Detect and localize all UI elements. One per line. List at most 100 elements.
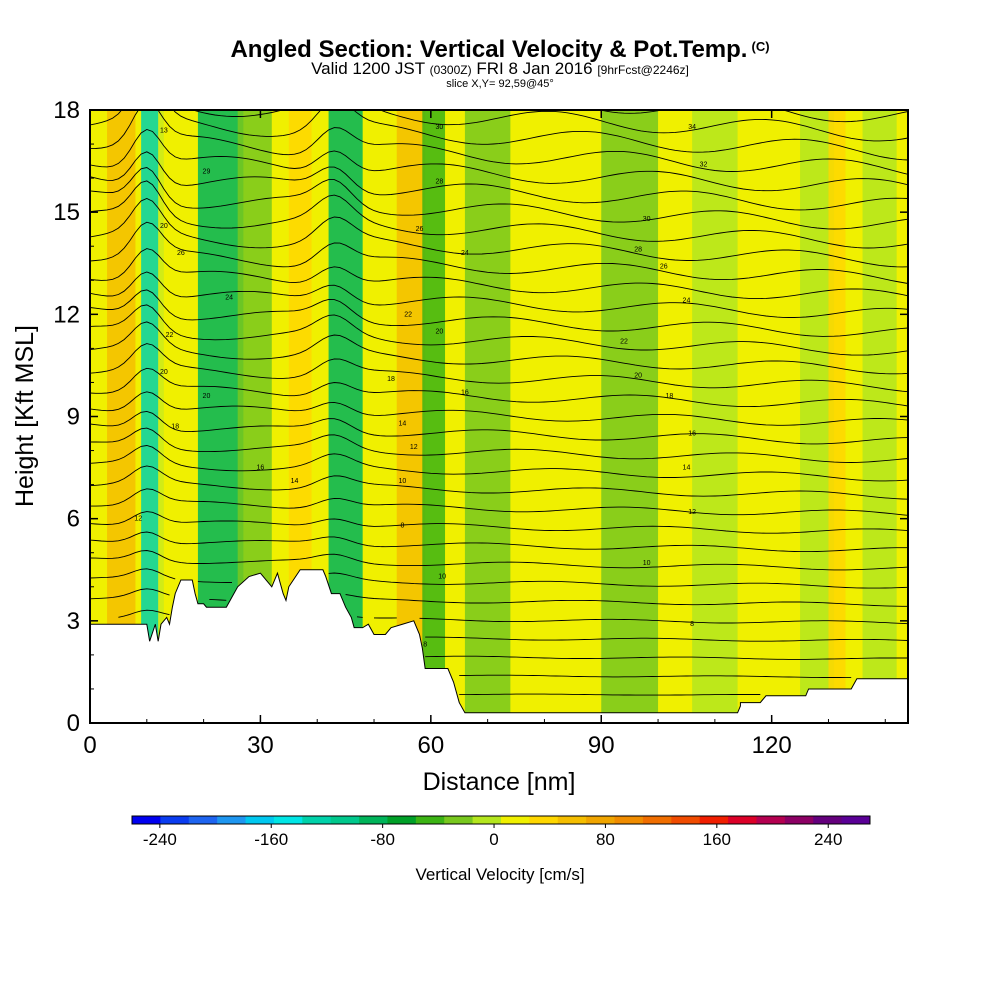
velocity-band	[107, 110, 136, 723]
y-tick-label: 3	[67, 608, 80, 635]
forecast-tag: [9hrFcst@2246z]	[597, 63, 689, 77]
y-tick-label: 12	[53, 301, 80, 328]
contour-label: 16	[688, 431, 696, 438]
theta-contour	[90, 180, 908, 249]
contour-label: 22	[620, 339, 628, 346]
colorbar-swatch	[614, 816, 644, 824]
x-tick-label: 0	[83, 732, 96, 759]
theta-contour	[90, 568, 908, 589]
chart-title: Angled Section: Vertical Velocity & Pot.…	[0, 36, 1000, 64]
colorbar-swatch	[415, 816, 445, 824]
colorbar-swatch	[472, 816, 502, 824]
velocity-band	[158, 110, 181, 723]
colorbar-tick-label: 240	[814, 830, 842, 849]
contour-label: 8	[400, 522, 404, 529]
velocity-band	[862, 110, 897, 723]
contour-label: 16	[461, 390, 469, 397]
theta-contour	[90, 488, 908, 516]
y-tick-label: 15	[53, 199, 80, 226]
velocity-band	[828, 110, 846, 723]
colorbar-swatch	[557, 816, 587, 824]
theta-contour	[90, 167, 908, 230]
contour-label: 12	[688, 509, 696, 516]
theta-contour	[90, 465, 908, 500]
contour-label: 28	[634, 247, 642, 254]
colorbar-swatch	[132, 816, 161, 824]
valid-time: Valid 1200 JST (0300Z) FRI 8 Jan 2016 [9…	[0, 59, 1000, 79]
contour-label: 14	[399, 420, 407, 427]
theta-contour	[425, 655, 908, 660]
contour-label: 18	[171, 424, 179, 431]
y-tick-label: 9	[67, 404, 80, 431]
colorbar-swatch	[160, 816, 190, 824]
colorbar-swatch	[359, 816, 388, 824]
y-tick-label: 0	[67, 710, 80, 737]
contour-label: 12	[134, 516, 142, 523]
contour-label: 12	[410, 444, 418, 451]
x-tick-label: 120	[752, 732, 792, 759]
theta-contour	[90, 343, 908, 393]
contour-label: 34	[688, 124, 696, 131]
contour-label: 22	[404, 311, 412, 318]
x-axis-label: Distance [nm]	[423, 768, 576, 796]
velocity-band	[464, 110, 511, 723]
colorbar-swatch	[586, 816, 616, 824]
colorbar-tick-label: 0	[489, 830, 498, 849]
contour-label: 20	[203, 393, 211, 400]
contour-label: 20	[435, 328, 443, 335]
y-tick-label: 18	[53, 97, 80, 124]
contour-label: 30	[435, 124, 443, 131]
velocity-band	[92, 110, 110, 723]
contour-label: 8	[690, 621, 694, 628]
plot-area: 13 29 20 26 24 22 20 20 18 16 14 12 30 28 26 24 22 20 18 16…	[90, 110, 908, 723]
contour-label: 24	[683, 298, 691, 305]
contour-label: 32	[700, 161, 708, 168]
valid-prefix: Valid 1200 JST	[311, 59, 425, 78]
theta-contour	[90, 304, 908, 356]
contour-label: 18	[666, 393, 674, 400]
axes: 0 30 60 90 120 0 3 6 9 12 15 18	[53, 97, 908, 759]
contour-label: 8	[423, 642, 427, 649]
contour-label: 28	[435, 179, 443, 186]
colorbar-title: Vertical Velocity [cm/s]	[415, 865, 584, 884]
theta-contour	[90, 588, 908, 607]
theta-contours	[90, 110, 908, 696]
x-tick-label: 90	[588, 732, 615, 759]
colorbar-swatch	[273, 816, 303, 824]
title-text: Angled Section: Vertical Velocity & Pot.…	[230, 36, 748, 63]
contour-label: 24	[225, 294, 233, 301]
colorbar-swatch	[813, 816, 843, 824]
contour-label: 10	[438, 574, 446, 581]
valid-date: FRI 8 Jan 2016	[476, 59, 593, 78]
theta-contour	[90, 129, 908, 192]
colorbar-tick-label: -240	[143, 830, 177, 849]
contour-label: 13	[160, 127, 168, 134]
theta-contour	[90, 321, 908, 375]
colorbar-tick-label: -160	[254, 830, 288, 849]
colorbar-swatch	[245, 816, 275, 824]
contour-label: 24	[461, 250, 469, 257]
theta-contour	[459, 674, 852, 678]
colorbar-tick-label: -80	[370, 830, 395, 849]
theta-contour	[90, 151, 908, 211]
theta-contour	[90, 221, 908, 284]
theta-contour	[191, 110, 908, 142]
contour-label: 20	[160, 369, 168, 376]
theta-contour	[90, 531, 908, 553]
theta-contour	[90, 511, 908, 534]
theta-contour	[90, 391, 908, 426]
colorbar-swatch	[217, 816, 247, 824]
theta-contour	[118, 609, 908, 625]
velocity-band	[396, 110, 426, 723]
theta-contour	[425, 636, 908, 642]
theta-contour	[90, 110, 908, 175]
colorbar-swatch	[302, 816, 332, 824]
theta-contour	[90, 110, 908, 161]
contour-label: 16	[257, 465, 265, 472]
contour-label: 26	[660, 264, 668, 271]
velocity-band	[422, 110, 446, 723]
x-tick-label: 60	[417, 732, 444, 759]
contour-label: 18	[387, 376, 395, 383]
contour-label: 26	[416, 226, 424, 233]
